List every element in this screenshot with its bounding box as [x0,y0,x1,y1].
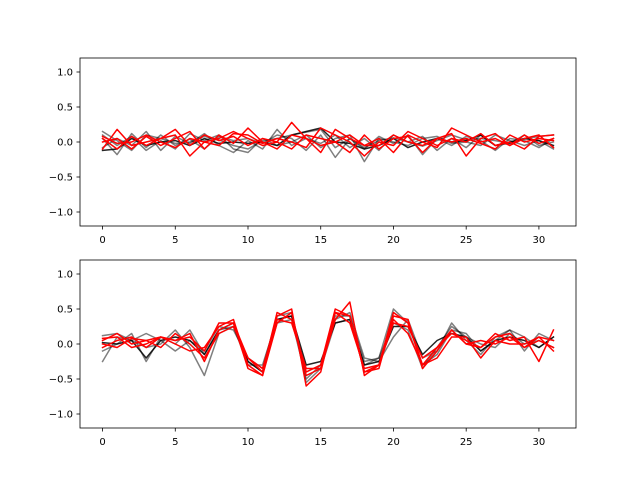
subplot-bottom-series-line-8 [101,308,555,373]
subplot-top-x-tick-label: 15 [314,235,327,246]
subplot-top-x-tick-label: 5 [172,235,178,246]
subplot-bottom-y-tick-label: 0.0 [57,340,73,351]
subplot-top-x-tick-label: 30 [533,235,546,246]
subplot-bottom-x-tick-label: 10 [242,437,255,448]
subplot-bottom-y-tick-label: −1.0 [49,410,73,421]
subplot-bottom-x-tick-label: 30 [533,437,546,448]
subplot-top-x-tick-label: 10 [242,235,255,246]
subplot-top-y-tick-label: −1.0 [49,208,73,219]
subplot-top-y-tick-label: −0.5 [49,173,73,184]
subplot-top-series-line-8 [101,127,555,154]
subplot-bottom: 0 5 10 15 20 25 30 −1.0 −0.5 0.0 0.5 1.0 [49,259,577,448]
subplot-top-y-tick-label: 0.5 [57,103,73,114]
subplot-bottom-x-tick-label: 0 [99,437,105,448]
subplot-bottom-x-tick-label: 15 [314,437,327,448]
subplot-top-x-tick-label: 25 [460,235,473,246]
subplot-top-x-tick-label: 0 [99,235,105,246]
subplot-top-lines [101,121,555,163]
subplot-top-x-tick-label: 20 [387,235,400,246]
subplot-bottom-y-tick-label: 0.5 [57,305,73,316]
subplot-top-axes: 0 5 10 15 20 25 30 −1.0 −0.5 0.0 0.5 1.0 [49,57,577,246]
subplot-top-y-tick-label: 1.0 [57,68,73,79]
subplot-bottom-y-tick-label: −0.5 [49,375,73,386]
subplot-bottom-series-line-7 [101,311,555,370]
subplot-bottom-x-tick-label: 5 [172,437,178,448]
subplot-top-series-line-7 [101,121,555,157]
subplot-top: 0 5 10 15 20 25 30 −1.0 −0.5 0.0 0.5 1.0 [49,57,577,246]
subplot-top-series-line-9 [101,127,555,157]
subplot-bottom-x-tick-label: 25 [460,437,473,448]
subplot-top-y-tick-label: 0.0 [57,138,73,149]
subplot-top-series-line-2 [101,132,555,159]
subplot-bottom-x-tick-label: 20 [387,437,400,448]
subplot-bottom-y-tick-label: 1.0 [57,270,73,281]
subplot-bottom-axes: 0 5 10 15 20 25 30 −1.0 −0.5 0.0 0.5 1.0 [49,259,577,448]
subplot-top-series-line-5 [101,127,555,152]
subplot-bottom-lines [101,301,555,387]
subplot-bottom-series-line-6 [101,301,555,377]
